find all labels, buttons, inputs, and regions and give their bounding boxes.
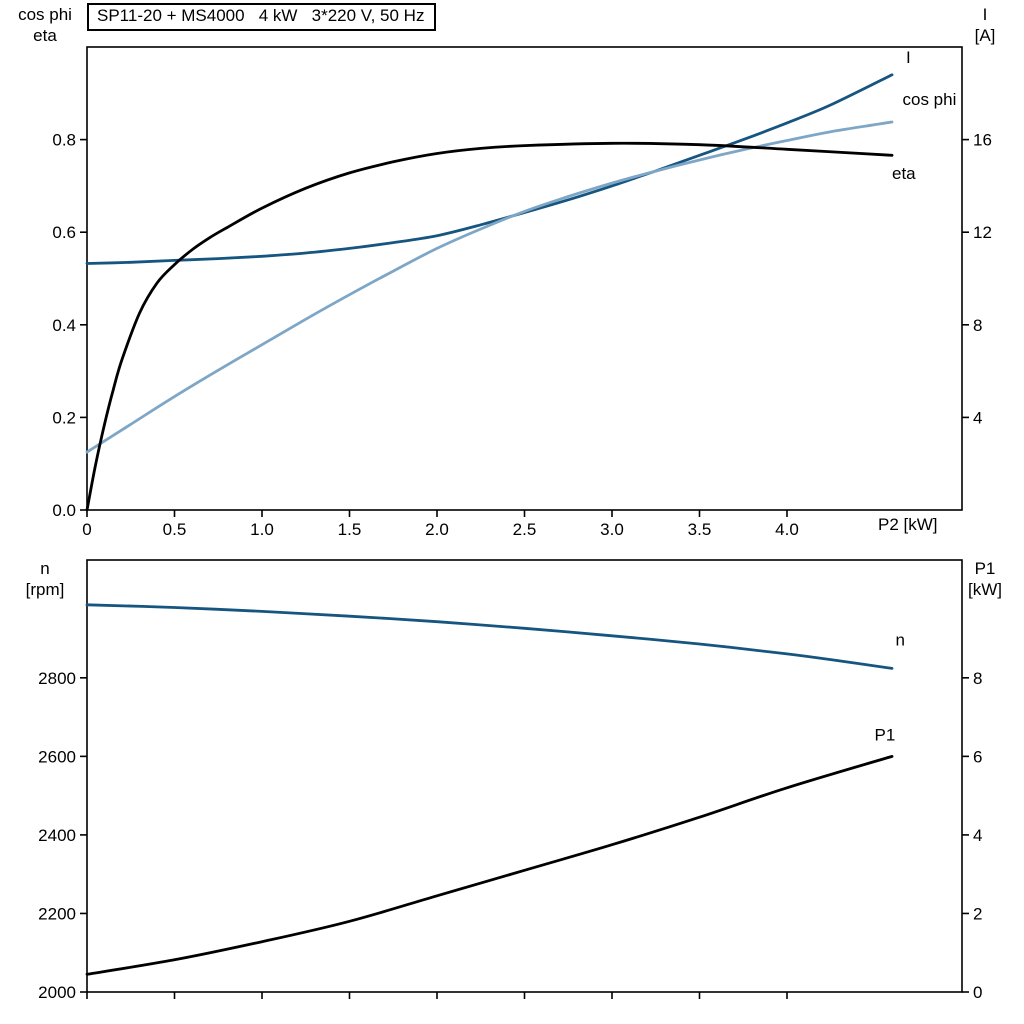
- series-label-cos-phi: cos phi: [903, 90, 957, 109]
- lower-left-axis-title-line2: [rpm]: [25, 580, 65, 599]
- lower-right-axis-title-line2: [kW]: [968, 580, 1002, 599]
- lower-left-axis-title: n [rpm]: [8, 558, 82, 600]
- left-axis-tick-label: 2800: [38, 669, 76, 688]
- series-path-n: [85, 603, 894, 670]
- left-axis-tick-label: 0.4: [52, 316, 76, 335]
- right-axis-tick-label: 8: [973, 669, 982, 688]
- x-axis-tick-label: 3.0: [600, 520, 624, 539]
- right-axis-tick-label: 2: [973, 904, 982, 923]
- plot-border: [86, 46, 963, 511]
- series-label-P1: P1: [875, 726, 896, 745]
- right-axis-tick-label: 8: [973, 316, 982, 335]
- left-axis-tick-label: 0.2: [52, 408, 76, 427]
- upper-left-axis-title-line2: eta: [33, 26, 57, 45]
- lower-right-axis-title-line1: P1: [974, 559, 996, 578]
- x-axis-tick-label: 0.5: [163, 520, 187, 539]
- left-axis-tick-label: 2200: [38, 904, 76, 923]
- right-axis-tick-label: 4: [973, 408, 982, 427]
- right-axis-tick-label: 0: [973, 983, 982, 1002]
- left-axis-tick-label: 2000: [38, 983, 76, 1002]
- lower-right-axis-title: P1 [kW]: [952, 558, 1018, 600]
- lower-left-axis-title-line1: n: [40, 559, 50, 578]
- left-axis-tick-label: 2600: [38, 747, 76, 766]
- left-axis-tick-label: 0.0: [52, 501, 76, 520]
- left-axis-tick-label: 0.6: [52, 223, 76, 242]
- chart-title-box: SP11-20 + MS4000 4 kW 3*220 V, 50 Hz: [87, 3, 437, 31]
- plot-border: [86, 559, 963, 993]
- lower-chart-svg: 2000 2200 2400 2600 2800 0 2 4 6 8 n P1: [38, 559, 982, 1002]
- upper-chart-svg: 0.0 0.2 0.4 0.6 0.8 4 8 12 16 0 0.5 1.0 1.5 2.0 2.5 3.0…: [52, 46, 992, 539]
- left-axis-tick-label: 0.8: [52, 131, 76, 150]
- upper-right-axis-title: I [A]: [954, 4, 1016, 46]
- x-axis-tick-label: 0: [82, 520, 91, 539]
- x-axis-tick-label: 4.0: [775, 520, 799, 539]
- series-label-eta: eta: [892, 164, 916, 183]
- right-axis-tick-label: 4: [973, 826, 982, 845]
- series-path-I: [85, 73, 894, 265]
- series-path-P1: [85, 755, 894, 976]
- right-axis-tick-label: 12: [973, 223, 992, 242]
- upper-right-axis-title-line1: I: [982, 5, 988, 24]
- x-axis-tick-label: 2.0: [425, 520, 449, 539]
- x-axis-tick-label: 3.5: [688, 520, 712, 539]
- x-axis-title: P2 [kW]: [878, 515, 938, 534]
- x-axis-tick-label: 2.5: [513, 520, 537, 539]
- series-path-eta: [85, 141, 894, 512]
- upper-left-axis-title: cos phi eta: [6, 4, 84, 46]
- series-path-cos-phi: [85, 120, 894, 454]
- left-axis-tick-label: 2400: [38, 826, 76, 845]
- right-axis-tick-label: 16: [973, 131, 992, 150]
- upper-right-axis-title-line2: [A]: [974, 26, 996, 45]
- right-axis-tick-label: 6: [973, 747, 982, 766]
- series-label-n: n: [896, 631, 905, 650]
- series-label-I: I: [906, 48, 911, 67]
- upper-left-axis-title-line1: cos phi: [18, 5, 72, 24]
- x-axis-tick-label: 1.5: [338, 520, 362, 539]
- x-axis-tick-label: 1.0: [250, 520, 274, 539]
